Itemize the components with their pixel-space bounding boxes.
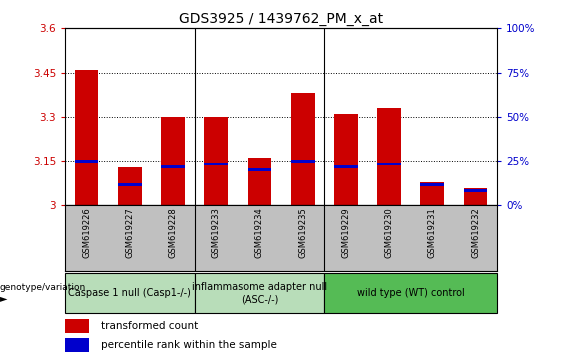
Bar: [161, 117, 185, 205]
Text: GSM619227: GSM619227: [125, 207, 134, 258]
Bar: [291, 93, 315, 205]
Bar: [247, 169, 271, 171]
Title: GDS3925 / 1439762_PM_x_at: GDS3925 / 1439762_PM_x_at: [179, 12, 383, 26]
Text: genotype/variation: genotype/variation: [0, 283, 86, 292]
Text: GSM619229: GSM619229: [341, 207, 350, 258]
Text: GSM619232: GSM619232: [471, 207, 480, 258]
Text: Caspase 1 null (Casp1-/-): Caspase 1 null (Casp1-/-): [68, 288, 191, 298]
Bar: [194, 273, 324, 313]
Text: GSM619226: GSM619226: [82, 207, 91, 258]
Bar: [118, 167, 142, 205]
Text: inflammasome adapter null
(ASC-/-): inflammasome adapter null (ASC-/-): [192, 282, 327, 304]
Text: ►: ►: [0, 293, 7, 303]
Bar: [161, 166, 185, 169]
Text: GSM619234: GSM619234: [255, 207, 264, 258]
Text: GSM619235: GSM619235: [298, 207, 307, 258]
Bar: [75, 160, 98, 162]
Bar: [420, 182, 444, 205]
Bar: [75, 70, 98, 205]
Text: percentile rank within the sample: percentile rank within the sample: [101, 340, 277, 350]
Bar: [65, 273, 194, 313]
Bar: [464, 189, 488, 192]
Bar: [377, 108, 401, 205]
Bar: [324, 273, 497, 313]
Bar: [65, 319, 89, 333]
Bar: [420, 183, 444, 186]
Bar: [291, 160, 315, 162]
Text: GSM619228: GSM619228: [168, 207, 177, 258]
Bar: [334, 166, 358, 169]
Bar: [205, 117, 228, 205]
Text: GSM619231: GSM619231: [428, 207, 437, 258]
Bar: [65, 338, 89, 352]
Text: wild type (WT) control: wild type (WT) control: [357, 288, 464, 298]
Bar: [118, 183, 142, 186]
Text: GSM619233: GSM619233: [212, 207, 221, 258]
Bar: [377, 162, 401, 166]
Text: transformed count: transformed count: [101, 321, 198, 331]
Bar: [334, 114, 358, 205]
Text: GSM619230: GSM619230: [385, 207, 394, 258]
Bar: [464, 188, 488, 205]
Bar: [247, 158, 271, 205]
Bar: [205, 162, 228, 166]
